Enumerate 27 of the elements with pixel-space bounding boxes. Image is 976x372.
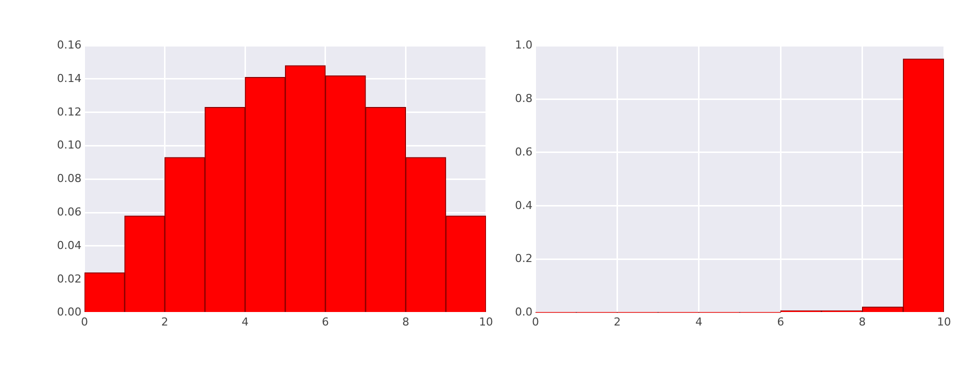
y-tick-label: 0.8 (514, 92, 532, 105)
y-tick-label: 0.00 (56, 306, 82, 319)
y-tick-label: 0.16 (56, 38, 82, 52)
x-tick-label: 4 (695, 315, 702, 328)
x-tick-label: 0 (80, 315, 88, 328)
x-tick-label: 4 (242, 315, 249, 328)
x-tick-label: 10 (479, 315, 493, 328)
x-tick-label: 6 (322, 315, 329, 328)
x-tick-label: 2 (161, 315, 168, 328)
x-tick-label: 8 (402, 315, 410, 328)
y-tick-label: 0.12 (56, 105, 82, 118)
y-tick-label: 0.02 (56, 272, 82, 286)
x-tick-label: 0 (532, 315, 539, 328)
y-tick-label: 0.6 (514, 145, 532, 158)
y-tick-label: 0.0 (514, 306, 532, 319)
x-tick-label: 8 (858, 315, 866, 328)
y-tick-label: 0.2 (514, 252, 532, 266)
y-tick-label: 1.0 (514, 38, 532, 52)
y-tick-label: 0.06 (56, 205, 82, 218)
y-tick-label: 0.08 (56, 172, 82, 186)
y-tick-label: 0.4 (514, 198, 532, 212)
y-tick-label: 0.14 (56, 72, 82, 85)
y-tick-label: 0.04 (56, 238, 82, 252)
x-tick-label: 6 (777, 315, 784, 328)
x-tick-label: 2 (614, 315, 621, 328)
x-tick-label: 10 (937, 315, 951, 328)
y-tick-label: 0.10 (56, 138, 82, 152)
